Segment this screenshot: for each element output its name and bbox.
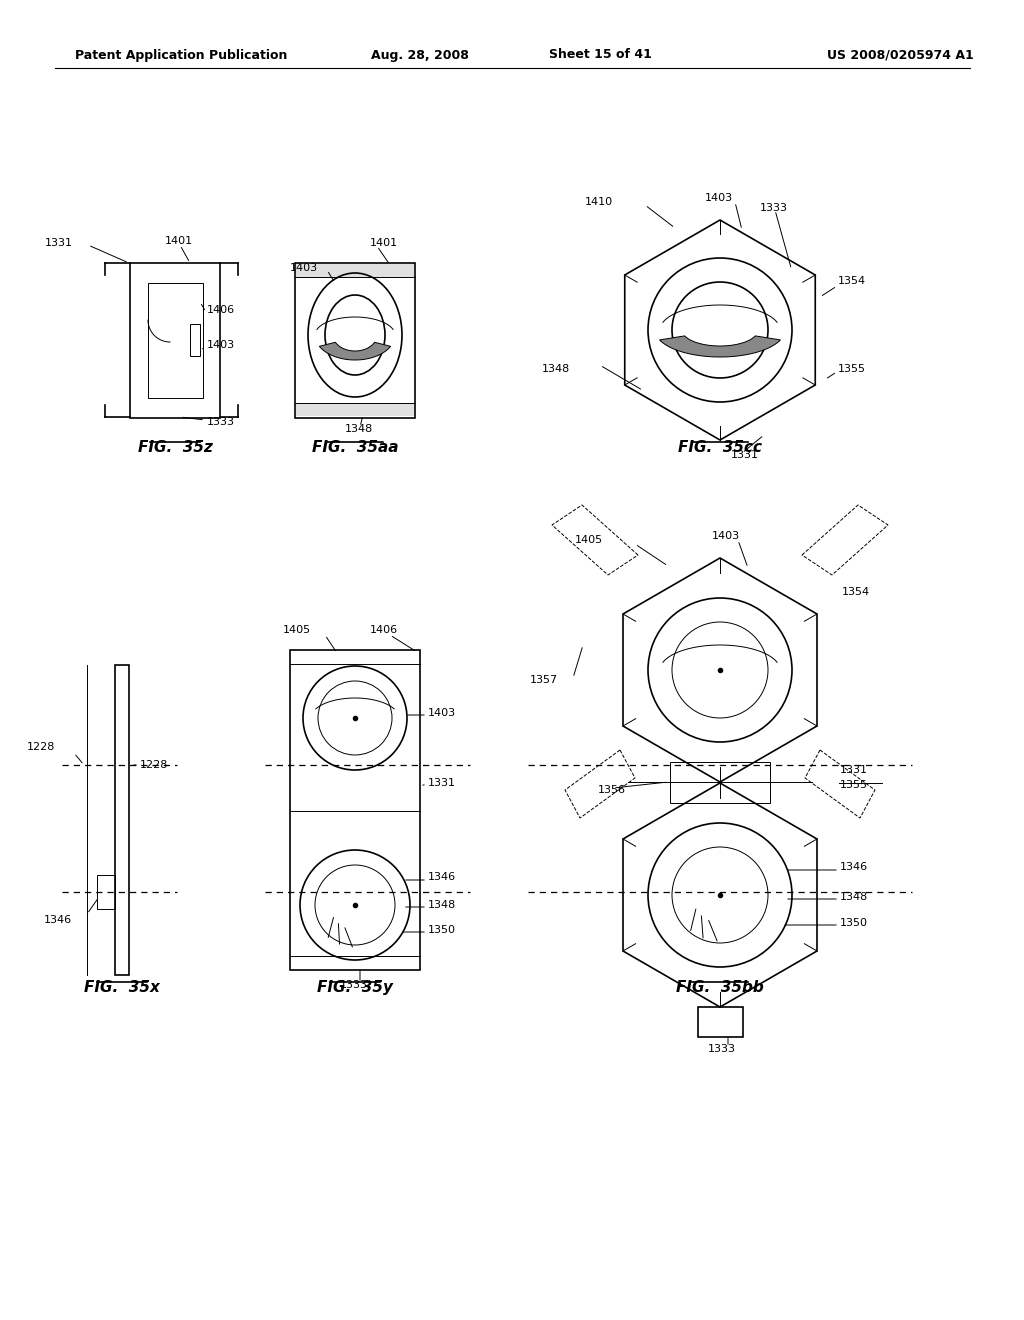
Bar: [698, 1007, 743, 1038]
Text: 1356: 1356: [598, 785, 626, 795]
Text: 1331: 1331: [840, 766, 868, 775]
Text: 1333: 1333: [760, 203, 788, 213]
Text: 1350: 1350: [840, 917, 868, 928]
Text: 1333: 1333: [207, 417, 234, 426]
Text: 1346: 1346: [428, 873, 456, 882]
Text: FIG.  35y: FIG. 35y: [317, 979, 393, 995]
Text: FIG.  35x: FIG. 35x: [84, 979, 160, 995]
Text: 1331: 1331: [428, 777, 456, 788]
Text: FIG.  35cc: FIG. 35cc: [678, 440, 762, 455]
Text: 1228: 1228: [27, 742, 55, 752]
Text: 1333: 1333: [340, 979, 368, 990]
Text: 1348: 1348: [840, 892, 868, 902]
Text: 1350: 1350: [428, 925, 456, 935]
Text: 1354: 1354: [838, 276, 866, 285]
Text: 1403: 1403: [290, 263, 318, 273]
Text: 1403: 1403: [428, 708, 456, 718]
Text: 1348: 1348: [345, 424, 374, 434]
Bar: [115, 665, 129, 975]
Text: 1355: 1355: [840, 780, 868, 789]
Text: 1348: 1348: [542, 363, 570, 374]
Text: 1406: 1406: [370, 624, 398, 635]
Text: 1410: 1410: [585, 197, 613, 207]
Bar: [130, 263, 220, 418]
Text: 1401: 1401: [165, 236, 194, 246]
Text: 1228: 1228: [140, 760, 168, 770]
Text: 1403: 1403: [705, 193, 733, 203]
Polygon shape: [659, 335, 780, 356]
Text: 1406: 1406: [207, 305, 236, 315]
Text: 1331: 1331: [731, 450, 759, 459]
Bar: [290, 649, 420, 970]
Text: FIG.  35z: FIG. 35z: [137, 440, 212, 455]
Bar: [296, 264, 414, 277]
Text: 1348: 1348: [428, 900, 457, 909]
Text: 1403: 1403: [712, 531, 740, 541]
Text: 1405: 1405: [283, 624, 311, 635]
Bar: [670, 762, 770, 803]
Bar: [296, 403, 414, 416]
Text: FIG.  35bb: FIG. 35bb: [676, 979, 764, 995]
Text: US 2008/0205974 A1: US 2008/0205974 A1: [826, 49, 974, 62]
Text: Aug. 28, 2008: Aug. 28, 2008: [371, 49, 469, 62]
Text: 1403: 1403: [207, 341, 236, 350]
Text: FIG.  35aa: FIG. 35aa: [311, 440, 398, 455]
Text: 1346: 1346: [840, 862, 868, 873]
Text: 1331: 1331: [45, 238, 73, 248]
Text: 1401: 1401: [370, 238, 398, 248]
Text: 1354: 1354: [842, 586, 870, 597]
Polygon shape: [319, 342, 390, 360]
Bar: [148, 282, 203, 399]
Bar: [97, 875, 115, 909]
Text: 1346: 1346: [44, 915, 72, 925]
Text: 1355: 1355: [838, 363, 866, 374]
Text: 1405: 1405: [575, 535, 603, 545]
Text: Sheet 15 of 41: Sheet 15 of 41: [549, 49, 651, 62]
Bar: [190, 323, 200, 356]
Bar: [295, 263, 415, 418]
Text: 1333: 1333: [708, 1044, 736, 1053]
Text: 1357: 1357: [530, 675, 558, 685]
Text: Patent Application Publication: Patent Application Publication: [75, 49, 288, 62]
